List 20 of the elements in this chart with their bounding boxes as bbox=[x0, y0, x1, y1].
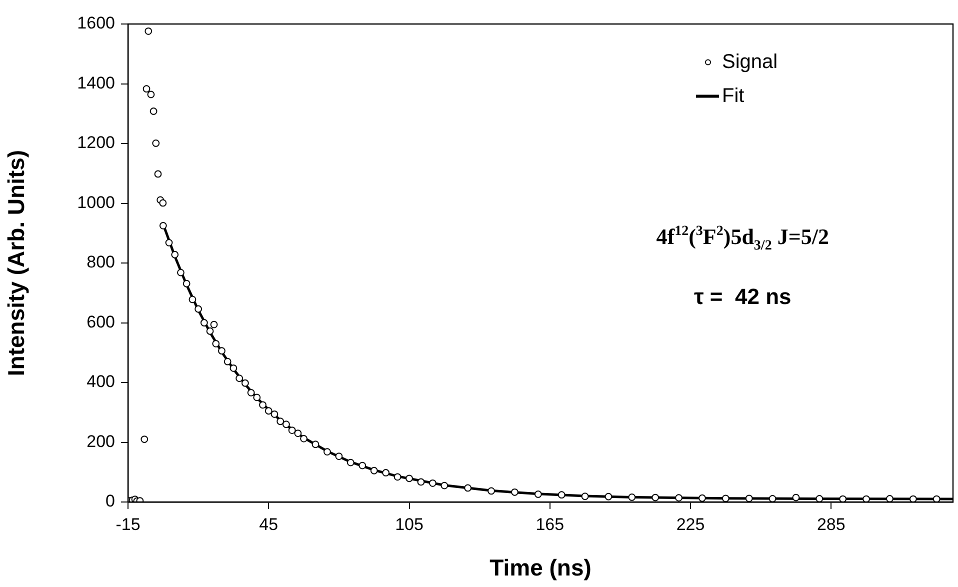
y-tick-label: 600 bbox=[86, 312, 115, 332]
y-axis-title: Intensity (Arb. Units) bbox=[3, 150, 30, 376]
x-tick-label: -15 bbox=[116, 514, 140, 534]
x-tick-label: 165 bbox=[536, 514, 564, 534]
annotation: τ = 42 ns bbox=[694, 284, 792, 309]
x-axis-title: Time (ns) bbox=[490, 554, 592, 581]
y-tick-label: 1400 bbox=[77, 73, 115, 92]
x-tick-label: 285 bbox=[816, 514, 846, 534]
y-tick-label: 1000 bbox=[77, 192, 115, 212]
y-tick-label: 800 bbox=[86, 252, 115, 272]
y-tick-label: 1200 bbox=[77, 133, 115, 152]
x-tick-label: 105 bbox=[395, 514, 424, 534]
x-tick-label: 45 bbox=[259, 514, 278, 534]
y-tick-label: 0 bbox=[106, 492, 115, 511]
y-tick-label: 1600 bbox=[77, 14, 115, 33]
y-tick-label: 200 bbox=[86, 432, 115, 451]
legend-label: Fit bbox=[722, 84, 745, 107]
y-tick-label: 400 bbox=[86, 372, 115, 392]
legend-label: Signal bbox=[722, 50, 778, 73]
x-tick-label: 225 bbox=[676, 514, 705, 534]
